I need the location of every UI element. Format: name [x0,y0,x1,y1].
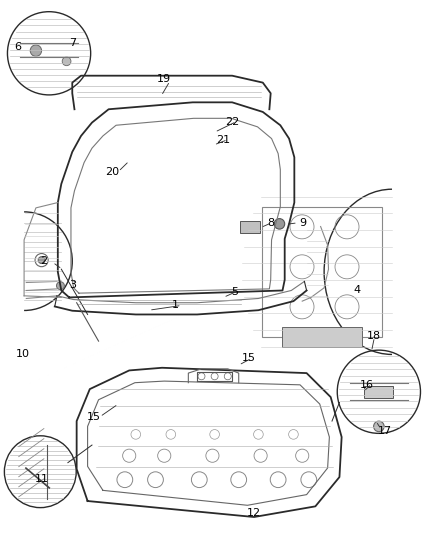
Text: 6: 6 [14,42,21,52]
Text: 16: 16 [360,380,374,390]
Text: 3: 3 [69,280,76,290]
Bar [262,207,382,337]
Circle shape [30,45,42,56]
Circle shape [62,57,71,66]
Text: 12: 12 [247,508,261,518]
Text: 21: 21 [216,135,230,144]
Text: 17: 17 [378,426,392,435]
Bar [240,221,260,232]
Circle shape [274,219,285,229]
Text: 9: 9 [300,218,307,228]
Text: 8: 8 [267,218,274,228]
Bar [282,327,362,347]
Bar [364,385,393,398]
Circle shape [38,256,45,264]
Text: 2: 2 [40,256,47,266]
Text: 22: 22 [225,117,239,126]
Circle shape [374,421,384,432]
Text: 4: 4 [353,286,360,295]
Text: 1: 1 [172,301,179,310]
Text: 5: 5 [231,287,238,297]
Circle shape [57,282,64,289]
Text: 18: 18 [367,331,381,341]
Text: 20: 20 [105,167,119,176]
Text: 10: 10 [16,350,30,359]
Text: 15: 15 [87,412,101,422]
Text: 19: 19 [157,74,171,84]
Text: 7: 7 [69,38,76,47]
Text: 15: 15 [242,353,256,363]
Text: 11: 11 [35,474,49,483]
